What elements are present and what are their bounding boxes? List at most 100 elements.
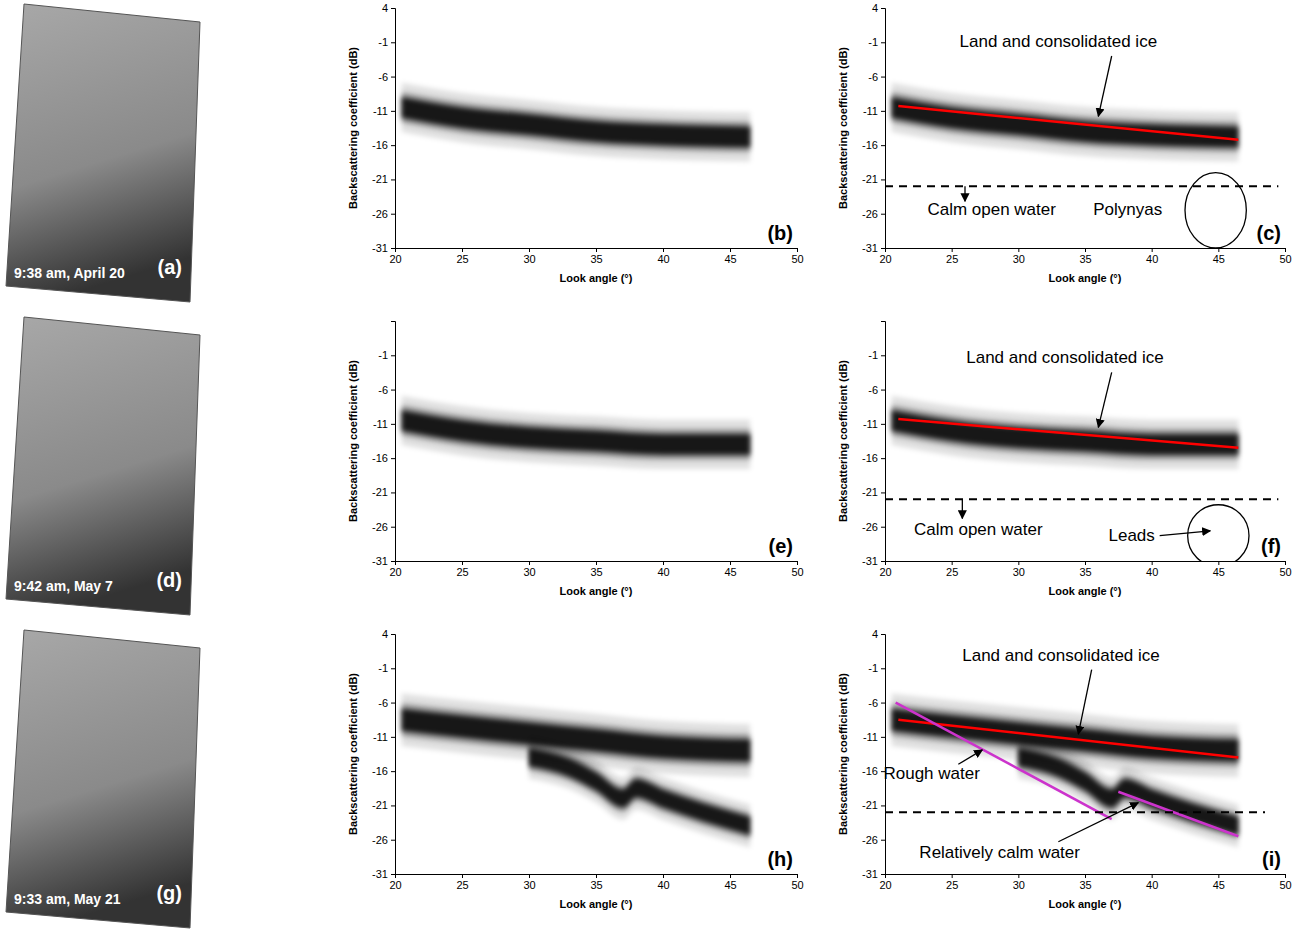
- tick-label: -11: [373, 418, 388, 430]
- annotation-arrow: [1098, 56, 1111, 116]
- annotation-text: Rough water: [883, 764, 980, 783]
- tick-label: -21: [862, 799, 878, 811]
- tick-label: 40: [1146, 566, 1158, 578]
- tick: 40: [657, 248, 669, 265]
- axis-line: [391, 635, 396, 875]
- panel-label: (b): [767, 222, 793, 244]
- tick: -31: [862, 242, 885, 254]
- tick-mark: [391, 668, 395, 669]
- annotation-text: Relatively calm water: [919, 843, 1080, 862]
- tick-label: -31: [862, 555, 878, 567]
- tick-label: -31: [372, 555, 388, 567]
- density-band: [402, 97, 750, 147]
- tick: 50: [1279, 248, 1291, 265]
- tick: -6: [868, 697, 885, 709]
- tick: -31: [372, 868, 395, 880]
- trend-line: [896, 703, 1112, 820]
- tick-mark: [391, 771, 395, 772]
- tick-mark: [391, 248, 395, 249]
- y-axis-title: Backscattering coefficient (dB): [347, 360, 359, 522]
- tick-mark: [881, 737, 885, 738]
- tick: -31: [862, 868, 885, 880]
- tick-mark: [881, 214, 885, 215]
- tick-label: 40: [1146, 253, 1158, 265]
- tick-label: -1: [868, 36, 878, 48]
- tick: -1: [868, 349, 885, 361]
- annotation-arrow: [964, 186, 965, 201]
- annotation-text: Calm open water: [914, 520, 1043, 539]
- tick-label: -21: [372, 173, 388, 185]
- tick-label: -16: [862, 765, 878, 777]
- tick: 30: [523, 561, 535, 578]
- tick-mark: [391, 561, 395, 562]
- tick-label: 45: [1213, 566, 1225, 578]
- annotation-arrow: [962, 499, 963, 518]
- tick: -21: [862, 486, 885, 498]
- tick-label: 20: [879, 253, 891, 265]
- tick: 4: [872, 628, 885, 640]
- tick-mark: [881, 492, 885, 493]
- tick-mark: [1285, 874, 1286, 878]
- tick-label: -26: [372, 521, 388, 533]
- tick: 30: [523, 874, 535, 891]
- tick: 35: [1079, 561, 1091, 578]
- tick-mark: [1018, 248, 1019, 252]
- tick: -16: [372, 765, 395, 777]
- tick-label: -6: [868, 71, 878, 83]
- tick: -26: [862, 208, 885, 220]
- panel-label: (a): [158, 256, 182, 278]
- tick-mark: [881, 668, 885, 669]
- tick: 35: [1079, 248, 1091, 265]
- tick: -1: [868, 36, 885, 48]
- density-panel: 20253035404550-1-6-11-16-21-26-31Look an…: [347, 322, 804, 598]
- tick-label: 50: [1279, 566, 1291, 578]
- tick: -6: [378, 71, 395, 83]
- tick: -11: [373, 731, 395, 743]
- tick-label: 40: [657, 253, 669, 265]
- tick-label: 50: [791, 253, 803, 265]
- plot-marks: [885, 56, 1278, 248]
- tick-label: 20: [389, 566, 401, 578]
- x-axis-title: Look angle (°): [1049, 272, 1122, 284]
- annotation-arrow: [1098, 372, 1111, 427]
- panel-label: (d): [156, 569, 182, 591]
- trend-line: [898, 419, 1238, 448]
- tick-label: -6: [868, 384, 878, 396]
- tick: -11: [373, 418, 395, 430]
- tick: 25: [946, 561, 958, 578]
- x-axis-title: Look angle (°): [560, 272, 633, 284]
- tick: 50: [1279, 561, 1291, 578]
- tick: 25: [946, 248, 958, 265]
- plot-marks: [885, 372, 1278, 561]
- tick-mark: [952, 874, 953, 878]
- tick-mark: [391, 874, 395, 875]
- tick: 35: [590, 248, 602, 265]
- density-band: [892, 92, 1239, 152]
- x-axis-title: Look angle (°): [560, 898, 633, 910]
- annotation-text: Calm open water: [927, 200, 1056, 219]
- plot-marks: [402, 83, 750, 162]
- density-panel: 202530354045504-1-6-11-16-21-26-31Look a…: [837, 2, 1292, 284]
- tick-label: 35: [590, 253, 602, 265]
- tick-mark: [881, 805, 885, 806]
- tick: 30: [1013, 248, 1025, 265]
- tick-label: 45: [724, 879, 736, 891]
- tick-mark: [391, 8, 395, 9]
- tick-label: 30: [1013, 879, 1025, 891]
- density-band: [892, 410, 1239, 455]
- image-panel: 9:38 am, April 20(a): [6, 4, 200, 302]
- tick-mark: [1152, 248, 1153, 252]
- tick: -31: [372, 242, 395, 254]
- density-band: [402, 396, 750, 469]
- annotation-text: Polynyas: [1093, 200, 1162, 219]
- tick-label: 20: [879, 879, 891, 891]
- tick: -31: [372, 555, 395, 567]
- tick-mark: [1085, 248, 1086, 252]
- tick: -11: [863, 105, 885, 117]
- tick: -31: [862, 555, 885, 567]
- tick-label: 4: [382, 628, 388, 640]
- panel-label: (g): [156, 882, 182, 904]
- tick: 30: [523, 248, 535, 265]
- tick: -26: [862, 521, 885, 533]
- density-band: [1018, 744, 1238, 839]
